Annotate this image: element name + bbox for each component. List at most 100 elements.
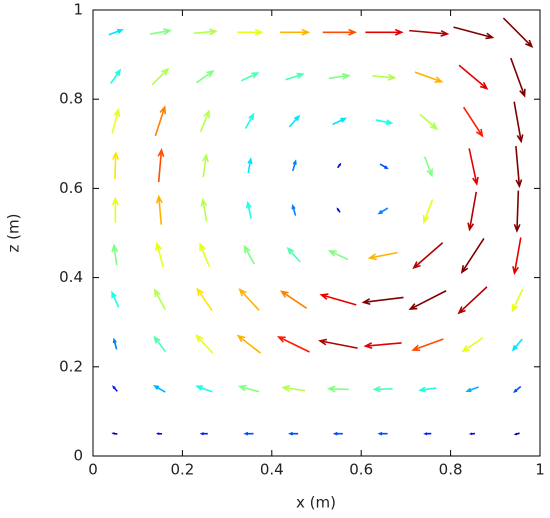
- vector-arrow: [240, 72, 260, 82]
- vector-arrow: [108, 28, 124, 36]
- vector-arrow: [322, 28, 357, 36]
- vector-arrow: [279, 290, 308, 309]
- vector-arrow: [457, 286, 488, 315]
- y-axis-label: z (m): [5, 214, 23, 253]
- vector-arrow: [422, 199, 434, 224]
- vector-arrow: [365, 28, 404, 36]
- vector-arrow: [155, 432, 163, 435]
- vector-arrow: [155, 241, 164, 268]
- vector-arrow: [423, 156, 433, 178]
- x-tick-label: 1: [535, 461, 545, 479]
- vector-arrow: [332, 117, 348, 126]
- vector-arrow: [372, 386, 393, 393]
- vector-arrow: [318, 338, 358, 349]
- y-tick-label: 1: [73, 1, 83, 19]
- vector-arrow: [151, 67, 170, 86]
- y-tick-label: 0.6: [59, 179, 83, 197]
- vector-arrow: [367, 251, 398, 261]
- vector-arrow: [243, 244, 256, 265]
- vector-arrow: [286, 247, 301, 263]
- vector-arrow: [319, 293, 357, 306]
- vector-arrow: [195, 334, 214, 354]
- vector-arrow: [238, 288, 260, 311]
- vector-arrow: [419, 113, 439, 131]
- vector-arrow: [409, 29, 450, 37]
- vector-arrow: [155, 194, 163, 225]
- y-tick-label: 0.4: [59, 268, 83, 286]
- vector-arrow: [327, 250, 349, 261]
- vector-arrow: [510, 57, 526, 98]
- vector-arrow: [515, 145, 523, 189]
- vector-arrow: [423, 432, 432, 436]
- vector-arrow: [511, 288, 524, 313]
- vector-arrow: [465, 386, 479, 393]
- vector-arrow: [195, 385, 213, 393]
- vector-arrow: [150, 28, 172, 36]
- vector-arrow: [418, 386, 437, 393]
- vector-arrow: [247, 157, 253, 174]
- vector-arrow: [291, 203, 297, 216]
- vector-arrow: [337, 162, 342, 169]
- plot-frame: [92, 9, 541, 457]
- vector-arrow: [153, 288, 166, 311]
- vector-arrow: [200, 197, 208, 222]
- vector-arrow: [291, 159, 297, 172]
- vector-arrow: [157, 148, 165, 183]
- vector-arrow: [236, 334, 262, 354]
- vector-arrow: [288, 114, 301, 128]
- x-tick-label: 0.6: [349, 461, 373, 479]
- y-tick-label: 0: [73, 447, 83, 465]
- vector-arrow: [244, 112, 255, 129]
- vector-arrow: [375, 119, 394, 125]
- vector-arrow: [281, 384, 306, 392]
- vector-arrow: [512, 237, 522, 276]
- y-tick-label: 0.2: [59, 357, 83, 375]
- y-tick-label: 0.8: [59, 90, 83, 108]
- vector-arrow: [112, 150, 120, 180]
- vector-arrow: [112, 337, 118, 350]
- vector-arrow: [458, 64, 489, 90]
- vector-arrow: [288, 431, 299, 436]
- x-axis-label: x (m): [296, 494, 336, 512]
- vector-arrow: [111, 243, 119, 266]
- vector-arrow: [377, 207, 389, 215]
- vector-arrow: [379, 163, 389, 170]
- vector-arrow: [372, 73, 397, 81]
- vector-arrow: [153, 385, 166, 393]
- vector-arrow: [199, 109, 210, 133]
- vector-arrow: [502, 17, 534, 48]
- vector-arrow: [513, 190, 521, 233]
- vector-arrow: [512, 385, 522, 394]
- vector-arrow: [285, 72, 305, 81]
- vector-arrow: [328, 72, 351, 80]
- vector-arrow: [111, 107, 121, 134]
- vector-arrow: [280, 28, 311, 36]
- vector-arrow: [461, 337, 484, 353]
- vector-arrow: [513, 432, 520, 436]
- x-tick-label: 0.4: [260, 461, 284, 479]
- vector-arrow: [237, 28, 264, 36]
- x-tick-label: 0: [88, 461, 98, 479]
- vector-arrow: [276, 336, 310, 353]
- vector-arrow: [377, 431, 388, 436]
- vector-arrow: [468, 432, 476, 436]
- vector-arrow: [462, 106, 484, 138]
- vector-arrow: [112, 385, 118, 392]
- vector-arrow: [513, 101, 524, 144]
- vector-arrow: [326, 385, 349, 393]
- vector-arrow: [363, 342, 402, 349]
- vector-arrow: [408, 290, 447, 310]
- vector-arrow: [199, 242, 211, 267]
- vector-arrow: [332, 431, 343, 436]
- vector-arrow: [111, 432, 118, 435]
- vector-arrow: [453, 26, 495, 40]
- vector-arrow: [199, 432, 208, 436]
- vector-arrow: [243, 431, 254, 436]
- vector-arrow: [111, 290, 120, 308]
- vector-arrow: [336, 207, 341, 213]
- vector-arrow: [153, 335, 167, 353]
- vector-arrow: [196, 69, 215, 84]
- vector-arrow: [468, 148, 479, 186]
